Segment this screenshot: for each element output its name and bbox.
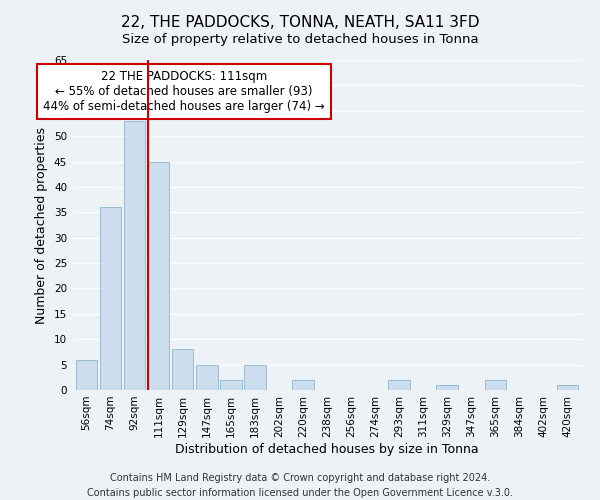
Text: Size of property relative to detached houses in Tonna: Size of property relative to detached ho…: [122, 32, 478, 46]
Bar: [220, 380, 242, 390]
Text: Contains HM Land Registry data © Crown copyright and database right 2024.
Contai: Contains HM Land Registry data © Crown c…: [87, 472, 513, 498]
Bar: [292, 380, 314, 390]
Bar: [388, 380, 410, 390]
Bar: [557, 385, 578, 390]
Y-axis label: Number of detached properties: Number of detached properties: [35, 126, 49, 324]
Text: 22, THE PADDOCKS, TONNA, NEATH, SA11 3FD: 22, THE PADDOCKS, TONNA, NEATH, SA11 3FD: [121, 15, 479, 30]
Bar: [244, 364, 266, 390]
Bar: [124, 121, 145, 390]
Bar: [196, 364, 218, 390]
Bar: [148, 162, 169, 390]
Bar: [436, 385, 458, 390]
Text: 22 THE PADDOCKS: 111sqm
← 55% of detached houses are smaller (93)
44% of semi-de: 22 THE PADDOCKS: 111sqm ← 55% of detache…: [43, 70, 325, 113]
Bar: [100, 207, 121, 390]
X-axis label: Distribution of detached houses by size in Tonna: Distribution of detached houses by size …: [175, 442, 479, 456]
Bar: [485, 380, 506, 390]
Bar: [172, 350, 193, 390]
Bar: [76, 360, 97, 390]
